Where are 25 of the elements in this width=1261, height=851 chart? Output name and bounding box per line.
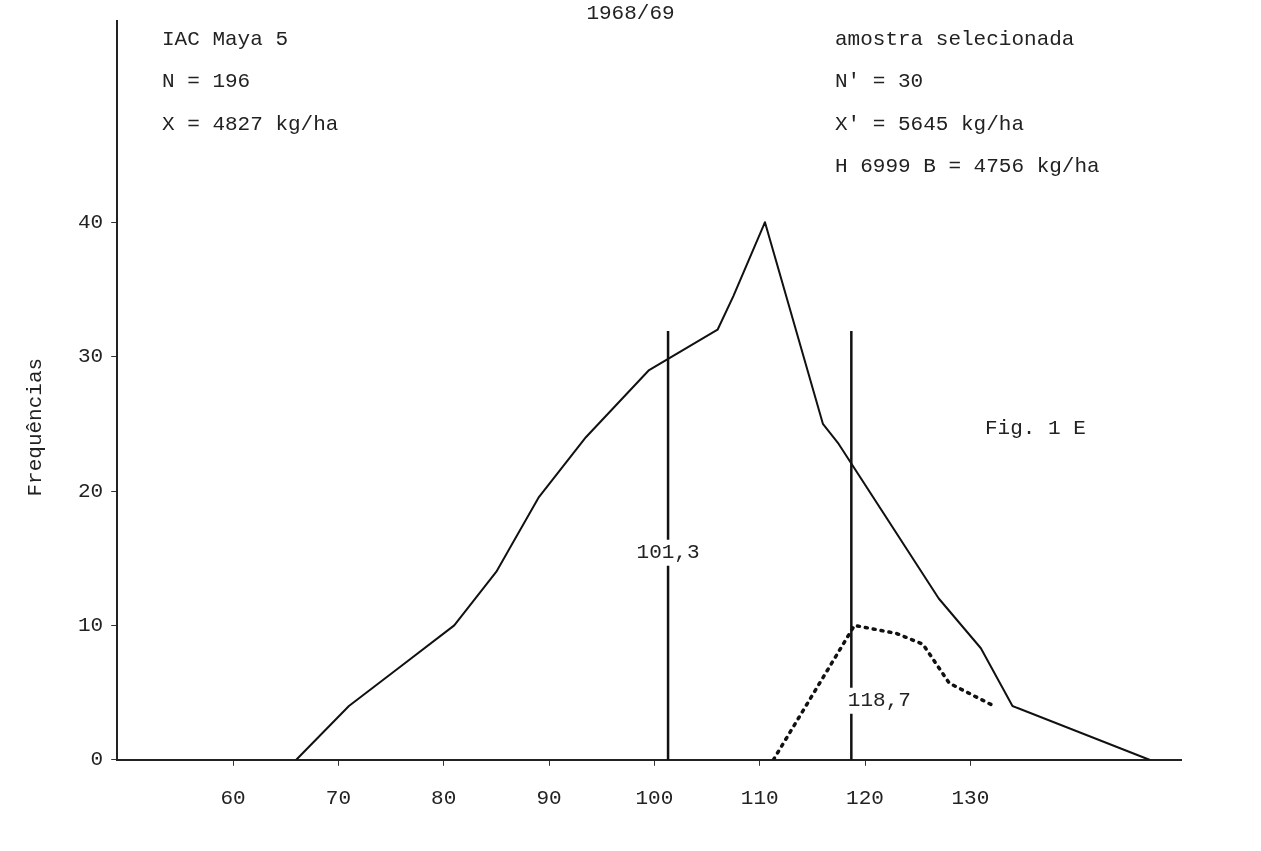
y-tick-label: 30	[77, 345, 104, 369]
y-axis-title: Frequências	[23, 357, 47, 497]
annotation: amostra selecionada	[835, 28, 1075, 51]
ref-line-label: 118,7	[847, 689, 911, 713]
annotation: N = 196	[162, 70, 251, 93]
y-tick-label: 20	[77, 479, 104, 503]
x-tick-label: 70	[325, 786, 351, 810]
x-tick-label: 120	[846, 786, 884, 810]
y-tick-label: 10	[77, 613, 104, 637]
y-tick-label: 40	[77, 210, 104, 234]
ref-line-label: 101,3	[636, 541, 700, 565]
annotation: X' = 5645 kg/ha	[835, 113, 1025, 136]
x-tick-label: 100	[635, 786, 674, 810]
annotation: IAC Maya 5	[162, 28, 289, 51]
x-tick-label: 110	[740, 786, 779, 810]
annotation: H 6999 B = 4756 kg/ha	[835, 155, 1100, 178]
annotation: Fig. 1 E	[985, 417, 1086, 440]
x-tick-label: 130	[951, 786, 990, 810]
chart-title: 1968/69	[585, 2, 676, 25]
y-tick-label: 0	[90, 748, 104, 772]
annotation: N' = 30	[835, 70, 924, 93]
x-tick-label: 60	[220, 786, 246, 810]
annotation: X = 4827 kg/ha	[162, 113, 339, 136]
x-tick-label: 80	[431, 786, 457, 810]
x-tick-label: 90	[536, 786, 562, 810]
